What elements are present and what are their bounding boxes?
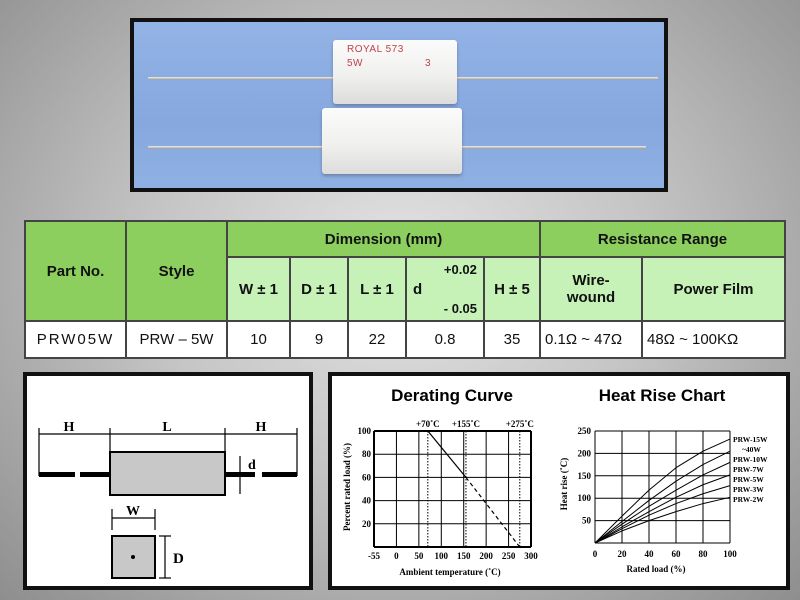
resistor-body [322, 108, 462, 174]
label-l: L [162, 420, 171, 435]
derating-xlabel: Ambient temperature (˚C) [399, 567, 500, 577]
cell-part-no: PRW05W [24, 320, 127, 359]
header-wirewound: Wire- wound [539, 256, 643, 322]
lead-d-plus-tolerance: +0.02 [443, 262, 477, 277]
cell-d: 9 [289, 320, 349, 359]
cell-power-film: 48Ω ~ 100KΩ [641, 320, 786, 359]
x-tick-label: 20 [618, 549, 628, 559]
resistor-marking: ROYAL 573 [347, 44, 404, 55]
cell-wirewound: 0.1Ω ~ 47Ω [539, 320, 643, 359]
x-tick-label: 100 [723, 549, 737, 559]
x-tick-label: 80 [699, 549, 709, 559]
x-tick-label: 300 [524, 551, 538, 561]
resistor-marking: 5W [347, 58, 363, 69]
header-h: H ± 5 [483, 256, 541, 322]
y-tick-label: 50 [582, 516, 592, 526]
series-label: PRW-15W [733, 435, 768, 444]
resistor-body: ROYAL 573 5W 3 [333, 40, 457, 104]
header-l: L ± 1 [347, 256, 407, 322]
table-row: PRW05W PRW – 5W 10 9 22 0.8 35 0.1Ω ~ 47… [24, 320, 786, 359]
label-d-body: D [173, 551, 184, 567]
header-wirewound-line2: wound [566, 289, 616, 306]
header-w: W ± 1 [226, 256, 291, 322]
lead-d-symbol: d [413, 280, 423, 298]
temperature-annotation: +155˚C [452, 419, 480, 429]
temperature-annotation: +275˚C [506, 419, 534, 429]
y-tick-label: 150 [578, 471, 592, 481]
heat-rise-curve [594, 474, 731, 544]
y-tick-label: 100 [578, 493, 592, 503]
heat-rise-curve [594, 461, 731, 544]
header-lead-d: d +0.02 - 0.05 [405, 256, 485, 322]
heat-rise-curve [594, 496, 731, 544]
series-label: PRW-5W [733, 475, 764, 484]
y-tick-label: 20 [362, 519, 372, 529]
cell-style: PRW – 5W [125, 320, 228, 359]
x-tick-label: 100 [435, 551, 449, 561]
dimension-drawing: H L H d W D [38, 420, 298, 579]
derating-line-dashed [465, 477, 521, 548]
header-resistance-range: Resistance Range [539, 220, 786, 258]
heat-rise-xlabel: Rated load (%) [627, 564, 686, 574]
x-tick-label: 0 [394, 551, 399, 561]
cell-l: 22 [347, 320, 407, 359]
resistor-marking: 3 [425, 58, 432, 69]
header-style: Style [125, 220, 228, 322]
x-tick-label: 40 [645, 549, 655, 559]
label-h-left: H [64, 420, 75, 435]
x-tick-label: 250 [502, 551, 516, 561]
dimension-diagram: H L H d W D [23, 372, 313, 590]
series-label: PRW-3W [733, 485, 764, 494]
heat-rise-curve [594, 485, 731, 544]
product-photo: ROYAL 573 5W 3 [130, 18, 668, 192]
heat-rise-curve [594, 450, 731, 544]
header-part-no: Part No. [24, 220, 127, 322]
derating-ylabel: Percent rated load (%) [342, 443, 352, 531]
heat-rise-title: Heat Rise Chart [599, 386, 726, 405]
series-label: PRW-2W [733, 495, 764, 504]
label-w: W [126, 504, 140, 519]
x-tick-label: 50 [414, 551, 424, 561]
lead-d-minus-tolerance: - 0.05 [443, 301, 477, 316]
charts-panel: Derating Curve Heat Rise Chart Ambient t… [328, 372, 790, 590]
label-d-lead: d [248, 458, 256, 473]
x-tick-label: 60 [672, 549, 682, 559]
header-d: D ± 1 [289, 256, 349, 322]
lead-center-dot [131, 555, 135, 559]
heat-rise-ylabel: Heat rise (˚C) [559, 458, 569, 510]
header-power-film: Power Film [641, 256, 786, 322]
x-tick-label: 150 [457, 551, 471, 561]
x-tick-label: 200 [479, 551, 493, 561]
y-tick-label: 100 [358, 426, 372, 436]
cell-h: 35 [483, 320, 541, 359]
heat-rise-curve [594, 438, 731, 544]
y-tick-label: 80 [362, 449, 372, 459]
series-label: ~40W [742, 445, 761, 454]
x-tick-label: -55 [368, 551, 380, 561]
series-label: PRW-10W [733, 455, 768, 464]
derating-line-solid [374, 430, 467, 478]
cell-lead-d: 0.8 [405, 320, 485, 359]
y-tick-label: 40 [362, 496, 372, 506]
charts-svg: Derating Curve Heat Rise Chart Ambient t… [342, 386, 768, 577]
y-tick-label: 200 [578, 448, 592, 458]
derating-title: Derating Curve [391, 386, 513, 405]
resistor-body-side [109, 451, 226, 496]
header-dimension: Dimension (mm) [226, 220, 541, 258]
temperature-annotation: +70˚C [416, 419, 440, 429]
x-tick-label: 0 [593, 549, 598, 559]
y-tick-label: 60 [362, 472, 372, 482]
label-h-right: H [256, 420, 267, 435]
series-label: PRW-7W [733, 465, 764, 474]
lead-wires [39, 472, 297, 477]
y-tick-label: 250 [578, 426, 592, 436]
header-wirewound-line1: Wire- [572, 272, 610, 289]
spec-table: Part No. Style Dimension (mm) Resistance… [24, 220, 786, 359]
cell-w: 10 [226, 320, 291, 359]
